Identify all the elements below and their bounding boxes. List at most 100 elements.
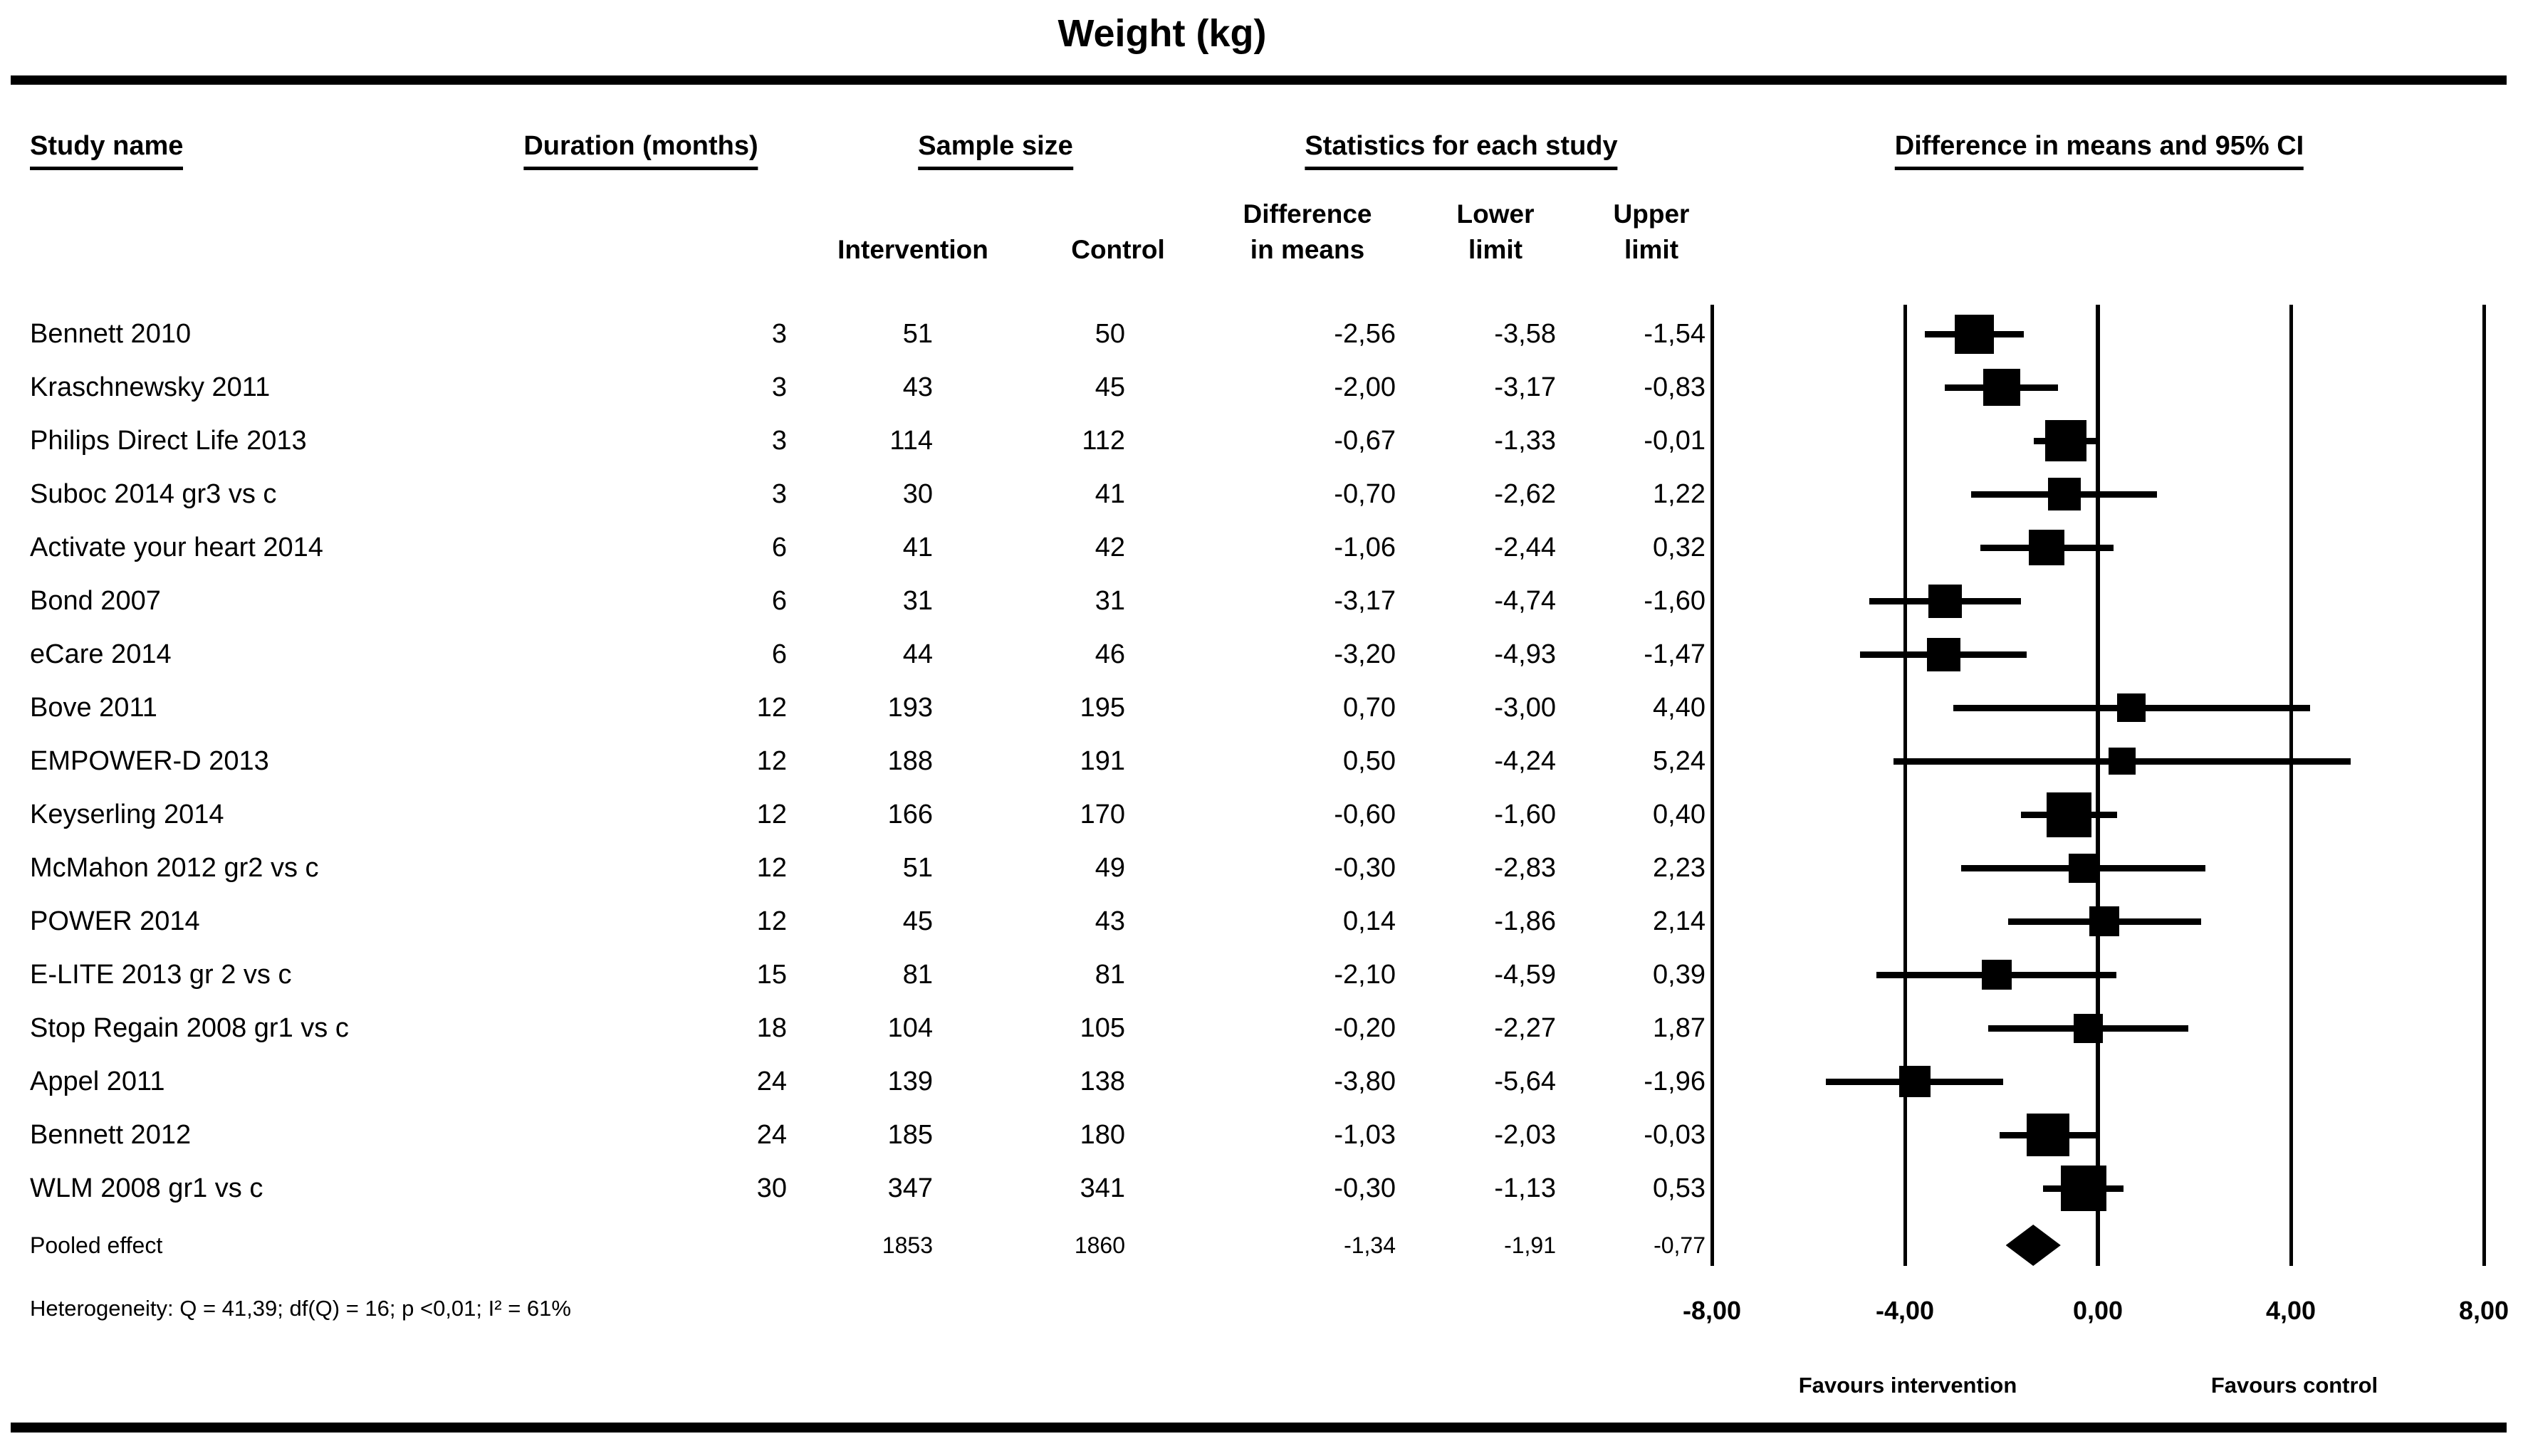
row-name-cell: Keyserling 2014 (30, 800, 224, 829)
forest-marker-square (2073, 1013, 2103, 1043)
row-duration-cell: 15 (756, 960, 787, 990)
row-duration-cell: 6 (771, 586, 787, 616)
row-n_control-cell: 138 (1080, 1067, 1125, 1096)
row-lower-cell: -5,64 (1494, 1067, 1556, 1096)
column-header-duration: Duration (months) (523, 131, 758, 170)
row-name-cell: E-LITE 2013 gr 2 vs c (30, 960, 292, 990)
forest-marker-square (1955, 314, 1995, 354)
row-duration-cell: 6 (771, 639, 787, 669)
row-lower-cell: -1,86 (1494, 906, 1556, 936)
page-title: Weight (kg) (1057, 12, 1267, 55)
row-n_control-cell: 81 (1095, 960, 1125, 990)
row-lower-cell: -2,62 (1494, 479, 1556, 509)
row-n_control-cell: 43 (1095, 906, 1125, 936)
row-name-cell: POWER 2014 (30, 906, 200, 936)
row-lower-cell: -1,33 (1494, 426, 1556, 456)
row-lower-cell: -3,00 (1494, 693, 1556, 723)
row-lower-cell: -4,59 (1494, 960, 1556, 990)
axis-tick-label: 0,00 (2072, 1296, 2124, 1325)
forest-marker-square (2047, 478, 2081, 510)
pooled-n_intervention-cell: 1853 (882, 1232, 933, 1258)
top-rule (11, 75, 2507, 85)
row-diff-cell: -1,06 (1334, 533, 1396, 562)
row-name-cell: Bond 2007 (30, 586, 161, 616)
subheader-difference-line1: Difference (1243, 199, 1372, 229)
row-diff-cell: -0,60 (1334, 800, 1396, 829)
row-name-cell: Bove 2011 (30, 693, 157, 723)
row-n_intervention-cell: 43 (902, 372, 933, 402)
row-n_control-cell: 46 (1095, 639, 1125, 669)
row-name-cell: Activate your heart 2014 (30, 533, 323, 562)
row-duration-cell: 3 (771, 372, 787, 402)
pooled-diamond (2005, 1225, 2061, 1266)
row-upper-cell: 1,22 (1653, 479, 1705, 509)
pooled-lower-cell: -1,91 (1504, 1232, 1556, 1258)
row-n_intervention-cell: 193 (887, 693, 933, 723)
row-name-cell: Bennett 2012 (30, 1120, 192, 1150)
row-lower-cell: -1,13 (1494, 1173, 1556, 1203)
row-lower-cell: -4,74 (1494, 586, 1556, 616)
row-n_intervention-cell: 45 (902, 906, 933, 936)
row-n_intervention-cell: 139 (887, 1067, 933, 1096)
row-n_control-cell: 341 (1080, 1173, 1125, 1203)
row-lower-cell: -1,60 (1494, 800, 1556, 829)
row-n_control-cell: 191 (1080, 746, 1125, 776)
row-n_control-cell: 31 (1095, 586, 1125, 616)
axis-tick-label: 4,00 (2265, 1296, 2316, 1325)
row-lower-cell: -4,24 (1494, 746, 1556, 776)
row-duration-cell: 3 (771, 426, 787, 456)
row-name-cell: eCare 2014 (30, 639, 172, 669)
row-upper-cell: 0,53 (1653, 1173, 1705, 1203)
row-lower-cell: -2,44 (1494, 533, 1556, 562)
row-duration-cell: 24 (756, 1067, 787, 1096)
forest-marker-square (2069, 853, 2099, 883)
subheader-lower-line2: limit (1468, 235, 1523, 264)
forest-marker-square (2117, 693, 2146, 722)
row-diff-cell: -0,30 (1334, 1173, 1396, 1203)
row-n_intervention-cell: 347 (887, 1173, 933, 1203)
row-diff-cell: -1,03 (1334, 1120, 1396, 1150)
row-n_intervention-cell: 104 (887, 1013, 933, 1043)
row-n_control-cell: 42 (1095, 533, 1125, 562)
row-upper-cell: 0,39 (1653, 960, 1705, 990)
subheader-lower-limit: Lower limit (1457, 197, 1535, 268)
row-duration-cell: 12 (756, 746, 787, 776)
row-duration-cell: 6 (771, 533, 787, 562)
subheader-lower-line1: Lower (1456, 199, 1535, 229)
forest-marker-square (2089, 906, 2120, 936)
axis-gridline (2289, 305, 2293, 1266)
row-diff-cell: 0,14 (1343, 906, 1396, 936)
subheader-upper-limit: Upper limit (1614, 197, 1690, 268)
row-name-cell: Bennett 2010 (30, 319, 192, 349)
subheader-upper-line2: limit (1624, 235, 1679, 264)
row-name-cell: Philips Direct Life 2013 (30, 426, 307, 456)
row-diff-cell: -2,56 (1334, 319, 1396, 349)
row-upper-cell: 0,40 (1653, 800, 1705, 829)
row-n_intervention-cell: 166 (887, 800, 933, 829)
row-diff-cell: -2,00 (1334, 372, 1396, 402)
row-diff-cell: -3,20 (1334, 639, 1396, 669)
row-duration-cell: 24 (756, 1120, 787, 1150)
column-header-sample-size: Sample size (918, 131, 1073, 170)
forest-marker-square (1926, 637, 1960, 671)
subheader-difference-in-means: Difference in means (1243, 197, 1372, 268)
axis-gridline (1903, 305, 1907, 1266)
subheader-intervention: Intervention (837, 235, 988, 264)
row-duration-cell: 12 (756, 906, 787, 936)
forest-marker-square (2029, 530, 2065, 565)
row-n_control-cell: 112 (1082, 426, 1125, 456)
row-n_control-cell: 195 (1080, 693, 1125, 723)
row-lower-cell: -2,27 (1494, 1013, 1556, 1043)
row-upper-cell: -0,03 (1644, 1120, 1705, 1150)
row-n_intervention-cell: 30 (902, 479, 933, 509)
row-diff-cell: 0,50 (1343, 746, 1396, 776)
row-n_intervention-cell: 44 (902, 639, 933, 669)
row-duration-cell: 3 (771, 319, 787, 349)
forest-marker-square (1898, 1066, 1931, 1097)
row-n_intervention-cell: 51 (902, 853, 933, 883)
row-upper-cell: -1,96 (1644, 1067, 1705, 1096)
row-diff-cell: 0,70 (1343, 693, 1396, 723)
row-lower-cell: -2,83 (1494, 853, 1556, 883)
row-n_intervention-cell: 185 (887, 1120, 933, 1150)
